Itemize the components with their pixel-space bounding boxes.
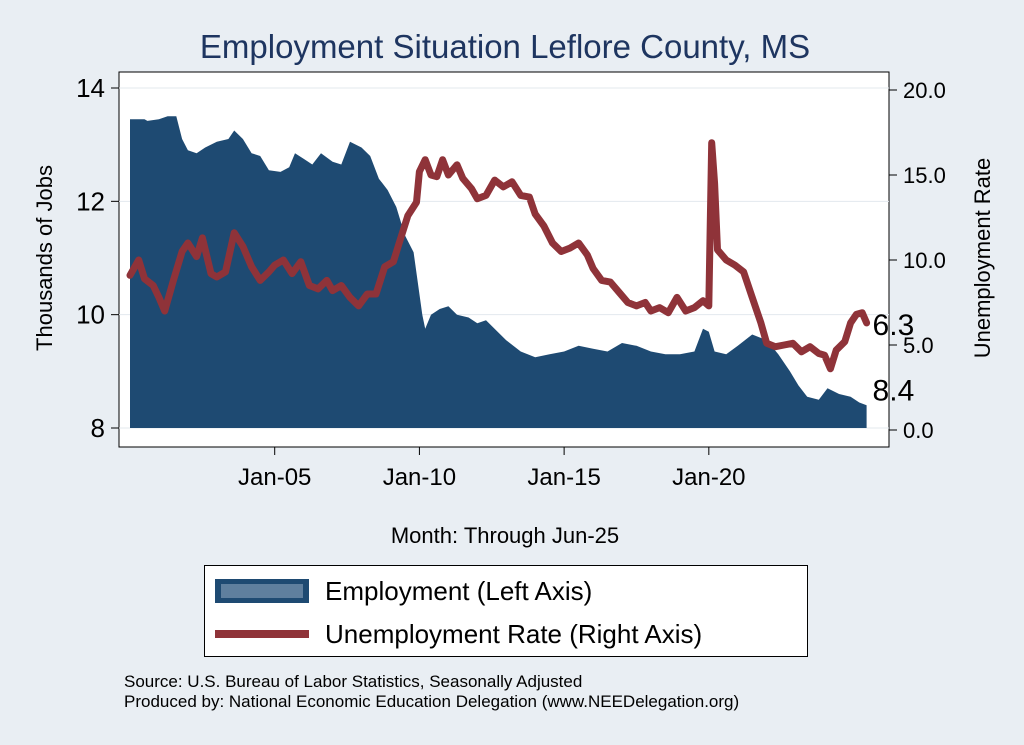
- legend-label-unemployment: Unemployment Rate (Right Axis): [325, 618, 703, 649]
- unemployment-end-label: 6.3: [873, 309, 915, 342]
- legend: Employment (Left Axis) Unemployment Rate…: [204, 565, 808, 657]
- y-right-tick-label: 20.0: [903, 78, 946, 103]
- x-tick-label: Jan-20: [672, 464, 745, 491]
- employment-swatch: [215, 579, 309, 603]
- y-right-tick-label: 15.0: [903, 163, 946, 188]
- x-axis-label: Month: Through Jun-25: [391, 523, 619, 548]
- y-right-tick-label: 5.0: [903, 333, 934, 358]
- unemployment-line: [126, 139, 871, 373]
- chart-title: Employment Situation Leflore County, MS: [200, 28, 810, 65]
- y-left-tick-label: 14: [76, 73, 105, 103]
- axes: 8 10 12 14 0.0 5.0 10.0 15.0 20.0 Jan-05 Jan-10 Jan…: [76, 73, 946, 491]
- x-tick-label: Jan-10: [383, 464, 456, 491]
- y-right-tick-label: 10.0: [903, 248, 946, 273]
- x-tick-label: Jan-05: [238, 464, 311, 491]
- y-left-tick-label: 12: [76, 186, 105, 216]
- chart: Employment Situation Leflore County, MS …: [32, 28, 995, 548]
- employment-end-label: 8.4: [873, 374, 915, 407]
- legend-label-employment: Employment (Left Axis): [325, 575, 593, 606]
- x-tick-label: Jan-15: [527, 464, 600, 491]
- y-right-tick-label: 0.0: [903, 418, 934, 443]
- y-left-tick-label: 10: [76, 300, 105, 330]
- unemployment-swatch: [215, 630, 309, 638]
- employment-area: [130, 116, 867, 429]
- y-left-tick-label: 8: [91, 413, 105, 443]
- source-line: Source: U.S. Bureau of Labor Statistics,…: [124, 672, 583, 691]
- producer-line: Produced by: National Economic Education…: [124, 692, 740, 711]
- source-note: Source: U.S. Bureau of Labor Statistics,…: [124, 672, 739, 712]
- y-axis-right-label: Unemployment Rate: [970, 158, 995, 359]
- legend-item-unemployment: Unemployment Rate (Right Axis): [215, 614, 702, 654]
- y-axis-left-label: Thousands of Jobs: [32, 165, 57, 351]
- legend-item-employment: Employment (Left Axis): [215, 571, 592, 611]
